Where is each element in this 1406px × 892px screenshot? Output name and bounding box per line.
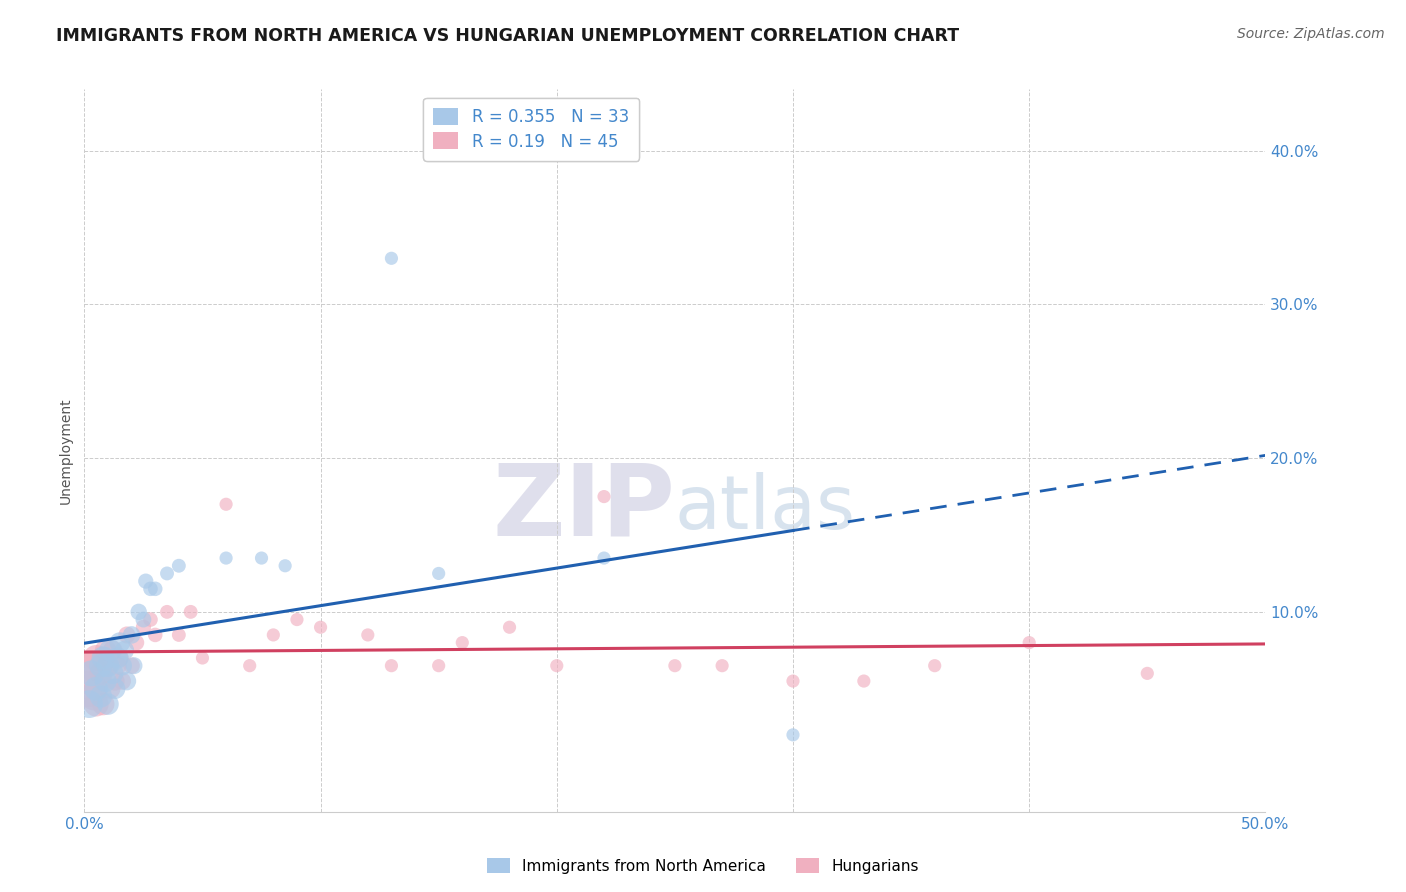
Point bbox=[143, 628, 166, 642]
Point bbox=[80, 658, 103, 673]
Point bbox=[924, 658, 946, 673]
Point bbox=[132, 620, 155, 634]
Point bbox=[114, 643, 136, 657]
Point bbox=[427, 566, 450, 581]
Point bbox=[90, 666, 112, 681]
Point bbox=[427, 658, 450, 673]
Point bbox=[94, 674, 117, 689]
Text: Source: ZipAtlas.com: Source: ZipAtlas.com bbox=[1237, 27, 1385, 41]
Point bbox=[94, 643, 117, 657]
Point bbox=[664, 658, 686, 673]
Point bbox=[215, 551, 238, 566]
Point bbox=[250, 551, 273, 566]
Point bbox=[262, 628, 284, 642]
Text: ZIP: ZIP bbox=[492, 459, 675, 557]
Point bbox=[83, 690, 105, 704]
Point bbox=[380, 658, 402, 673]
Point bbox=[97, 658, 120, 673]
Point bbox=[167, 558, 190, 573]
Point bbox=[285, 613, 308, 627]
Point bbox=[121, 658, 143, 673]
Point bbox=[101, 643, 124, 657]
Point bbox=[593, 490, 616, 504]
Point bbox=[101, 666, 124, 681]
Point bbox=[91, 697, 114, 711]
Point bbox=[782, 728, 804, 742]
Point bbox=[546, 658, 568, 673]
Point bbox=[128, 605, 150, 619]
Point bbox=[91, 651, 114, 665]
Text: IMMIGRANTS FROM NORTH AMERICA VS HUNGARIAN UNEMPLOYMENT CORRELATION CHART: IMMIGRANTS FROM NORTH AMERICA VS HUNGARI… bbox=[56, 27, 959, 45]
Point bbox=[121, 628, 143, 642]
Point bbox=[852, 674, 875, 689]
Point bbox=[451, 635, 474, 649]
Legend: Immigrants from North America, Hungarians: Immigrants from North America, Hungarian… bbox=[481, 852, 925, 880]
Point bbox=[104, 674, 127, 689]
Point bbox=[107, 658, 129, 673]
Point bbox=[84, 681, 107, 696]
Point bbox=[104, 681, 127, 696]
Point bbox=[111, 674, 134, 689]
Point bbox=[1018, 635, 1040, 649]
Point bbox=[97, 658, 120, 673]
Point bbox=[156, 605, 179, 619]
Point bbox=[80, 666, 103, 681]
Point bbox=[782, 674, 804, 689]
Point bbox=[380, 252, 402, 266]
Point bbox=[97, 697, 120, 711]
Point bbox=[357, 628, 380, 642]
Point bbox=[84, 697, 107, 711]
Point bbox=[274, 558, 297, 573]
Point bbox=[90, 690, 112, 704]
Point bbox=[309, 620, 332, 634]
Point bbox=[156, 566, 179, 581]
Y-axis label: Unemployment: Unemployment bbox=[59, 397, 73, 504]
Point bbox=[143, 582, 166, 596]
Point bbox=[167, 628, 190, 642]
Point bbox=[711, 658, 734, 673]
Point bbox=[593, 551, 616, 566]
Point bbox=[125, 635, 148, 649]
Point bbox=[239, 658, 262, 673]
Point bbox=[98, 681, 121, 696]
Point bbox=[108, 651, 131, 665]
Point bbox=[90, 658, 112, 673]
Point bbox=[122, 658, 145, 673]
Point bbox=[111, 658, 134, 673]
Point bbox=[1136, 666, 1159, 681]
Point bbox=[132, 613, 155, 627]
Text: atlas: atlas bbox=[675, 472, 856, 545]
Point bbox=[115, 628, 138, 642]
Point bbox=[135, 574, 157, 588]
Point bbox=[191, 651, 214, 665]
Point bbox=[108, 635, 131, 649]
Legend: R = 0.355   N = 33, R = 0.19   N = 45: R = 0.355 N = 33, R = 0.19 N = 45 bbox=[423, 97, 638, 161]
Point bbox=[139, 582, 162, 596]
Point bbox=[98, 643, 121, 657]
Point bbox=[115, 674, 138, 689]
Point bbox=[498, 620, 520, 634]
Point bbox=[139, 613, 162, 627]
Point bbox=[215, 497, 238, 511]
Point bbox=[107, 651, 129, 665]
Point bbox=[84, 651, 107, 665]
Point bbox=[180, 605, 202, 619]
Point bbox=[77, 681, 100, 696]
Point bbox=[76, 666, 98, 681]
Point bbox=[77, 697, 100, 711]
